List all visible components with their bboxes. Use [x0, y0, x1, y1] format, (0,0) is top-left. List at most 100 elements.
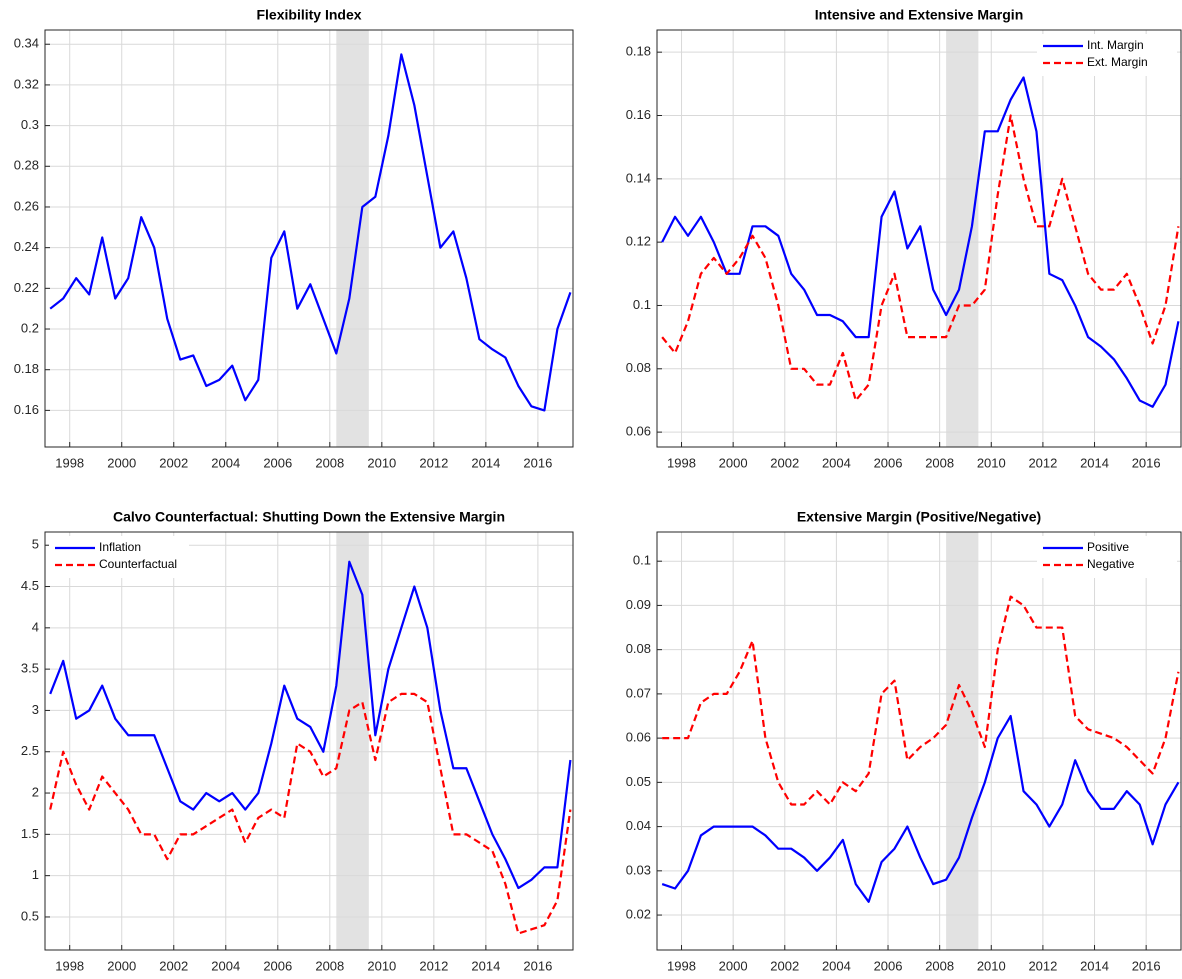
x-tick-label: 2004	[822, 958, 851, 973]
x-tick-label: 2008	[925, 455, 954, 470]
x-tick-label: 2012	[1028, 455, 1057, 470]
x-tick-label: 2008	[315, 455, 344, 470]
y-tick-label: 0.1	[633, 297, 651, 312]
x-tick-label: 2010	[367, 455, 396, 470]
legend-label: Positive	[1087, 540, 1129, 554]
x-tick-label: 2006	[874, 455, 903, 470]
axes-box	[44, 531, 574, 951]
legend-label: Int. Margin	[1087, 38, 1144, 52]
chart-title: Extensive Margin (Positive/Negative)	[797, 509, 1041, 525]
legend-box	[49, 536, 189, 578]
panel: 1998 2000 2002 2004 2006 2008 2010 2012 2014 2016…	[626, 509, 1182, 973]
chart-title: Flexibility Index	[256, 7, 361, 23]
x-tick-label: 2006	[263, 958, 292, 973]
x-tick-label: 1998	[667, 455, 696, 470]
x-tick-label: 2016	[1132, 455, 1161, 470]
y-tick-label: 0.16	[626, 107, 651, 122]
legend-box	[1037, 34, 1177, 76]
y-tick-label: 0.32	[14, 76, 39, 91]
x-tick-label: 2012	[1028, 958, 1057, 973]
y-tick-label: 0.02	[626, 906, 651, 921]
series-line	[661, 114, 1180, 402]
y-tick-label: 2.5	[21, 743, 39, 758]
x-tick-label: 2008	[315, 958, 344, 973]
panel: 1998 2000 2002 2004 2006 2008 2010 2012 2014 2016…	[626, 7, 1182, 470]
series-line	[661, 76, 1180, 408]
x-tick-label: 2016	[1132, 958, 1161, 973]
x-tick-label: 2010	[977, 958, 1006, 973]
x-tick-label: 2000	[107, 958, 136, 973]
y-tick-label: 4.5	[21, 578, 39, 593]
x-tick-label: 2000	[719, 958, 748, 973]
legend-label: Ext. Margin	[1087, 55, 1148, 69]
legend-box	[1037, 536, 1177, 578]
recession-shade	[946, 532, 979, 950]
y-tick-label: 0.07	[626, 685, 651, 700]
y-tick-label: 0.18	[14, 361, 39, 376]
series-line	[662, 595, 1180, 806]
series-group	[49, 53, 572, 412]
x-tick-label: 2016	[523, 958, 552, 973]
x-tick-label: 1998	[667, 958, 696, 973]
y-tick-label: 0.22	[14, 280, 39, 295]
y-tick-label: 0.04	[626, 818, 651, 833]
y-tick-label: 4	[32, 619, 39, 634]
y-tick-label: 0.12	[626, 234, 651, 249]
recession-shade	[946, 30, 979, 447]
x-tick-label: 1998	[55, 455, 84, 470]
y-tick-label: 0.08	[626, 360, 651, 375]
legend-label: Inflation	[99, 540, 141, 554]
series-group	[661, 76, 1180, 408]
plot-bg	[45, 30, 573, 447]
chart-title: Intensive and Extensive Margin	[815, 7, 1024, 23]
series-line	[49, 560, 572, 890]
x-tick-label: 2002	[159, 958, 188, 973]
y-tick-label: 3	[32, 702, 39, 717]
x-tick-label: 2002	[159, 455, 188, 470]
series-line	[49, 53, 572, 412]
panel: 1998 2000 2002 2004 2006 2008 2010 2012 2014 2016…	[21, 509, 574, 973]
axes-box	[656, 531, 1182, 951]
series-group	[49, 560, 572, 935]
recession-shade	[336, 532, 369, 950]
x-tick-label: 1998	[55, 958, 84, 973]
x-tick-label: 2002	[770, 455, 799, 470]
y-tick-label: 1	[32, 867, 39, 882]
legend-label: Negative	[1087, 557, 1135, 571]
x-tick-label: 2014	[1080, 958, 1109, 973]
x-tick-label: 2010	[977, 455, 1006, 470]
y-tick-label: 0.5	[21, 908, 39, 923]
legend-label: Counterfactual	[99, 557, 177, 571]
y-tick-label: 0.09	[626, 597, 651, 612]
chart-title: Calvo Counterfactual: Shutting Down the …	[113, 509, 505, 525]
x-tick-label: 2000	[107, 455, 136, 470]
y-tick-label: 0.2	[21, 320, 39, 335]
y-tick-label: 0.26	[14, 198, 39, 213]
x-tick-label: 2014	[471, 455, 500, 470]
x-tick-label: 2008	[925, 958, 954, 973]
panel: 1998 2000 2002 2004 2006 2008 2010 2012 2014 2016…	[14, 7, 574, 470]
x-tick-label: 2014	[471, 958, 500, 973]
x-tick-label: 2004	[822, 455, 851, 470]
x-tick-label: 2012	[419, 455, 448, 470]
plot-bg	[657, 532, 1181, 950]
y-tick-label: 0.08	[626, 641, 651, 656]
y-tick-label: 0.14	[626, 170, 651, 185]
series-line	[661, 714, 1180, 903]
x-tick-label: 2006	[874, 958, 903, 973]
y-tick-label: 0.16	[14, 402, 39, 417]
x-tick-label: 2004	[211, 455, 240, 470]
axes-box	[44, 29, 574, 448]
x-tick-label: 2010	[367, 958, 396, 973]
recession-shade	[336, 30, 369, 447]
x-tick-label: 2004	[211, 958, 240, 973]
y-tick-label: 0.34	[14, 36, 39, 51]
series-group	[661, 595, 1180, 903]
y-tick-label: 0.3	[21, 117, 39, 132]
x-tick-label: 2006	[263, 455, 292, 470]
plot-bg	[45, 532, 573, 950]
y-tick-label: 0.03	[626, 862, 651, 877]
y-tick-label: 0.1	[633, 553, 651, 568]
y-tick-label: 2	[32, 784, 39, 799]
